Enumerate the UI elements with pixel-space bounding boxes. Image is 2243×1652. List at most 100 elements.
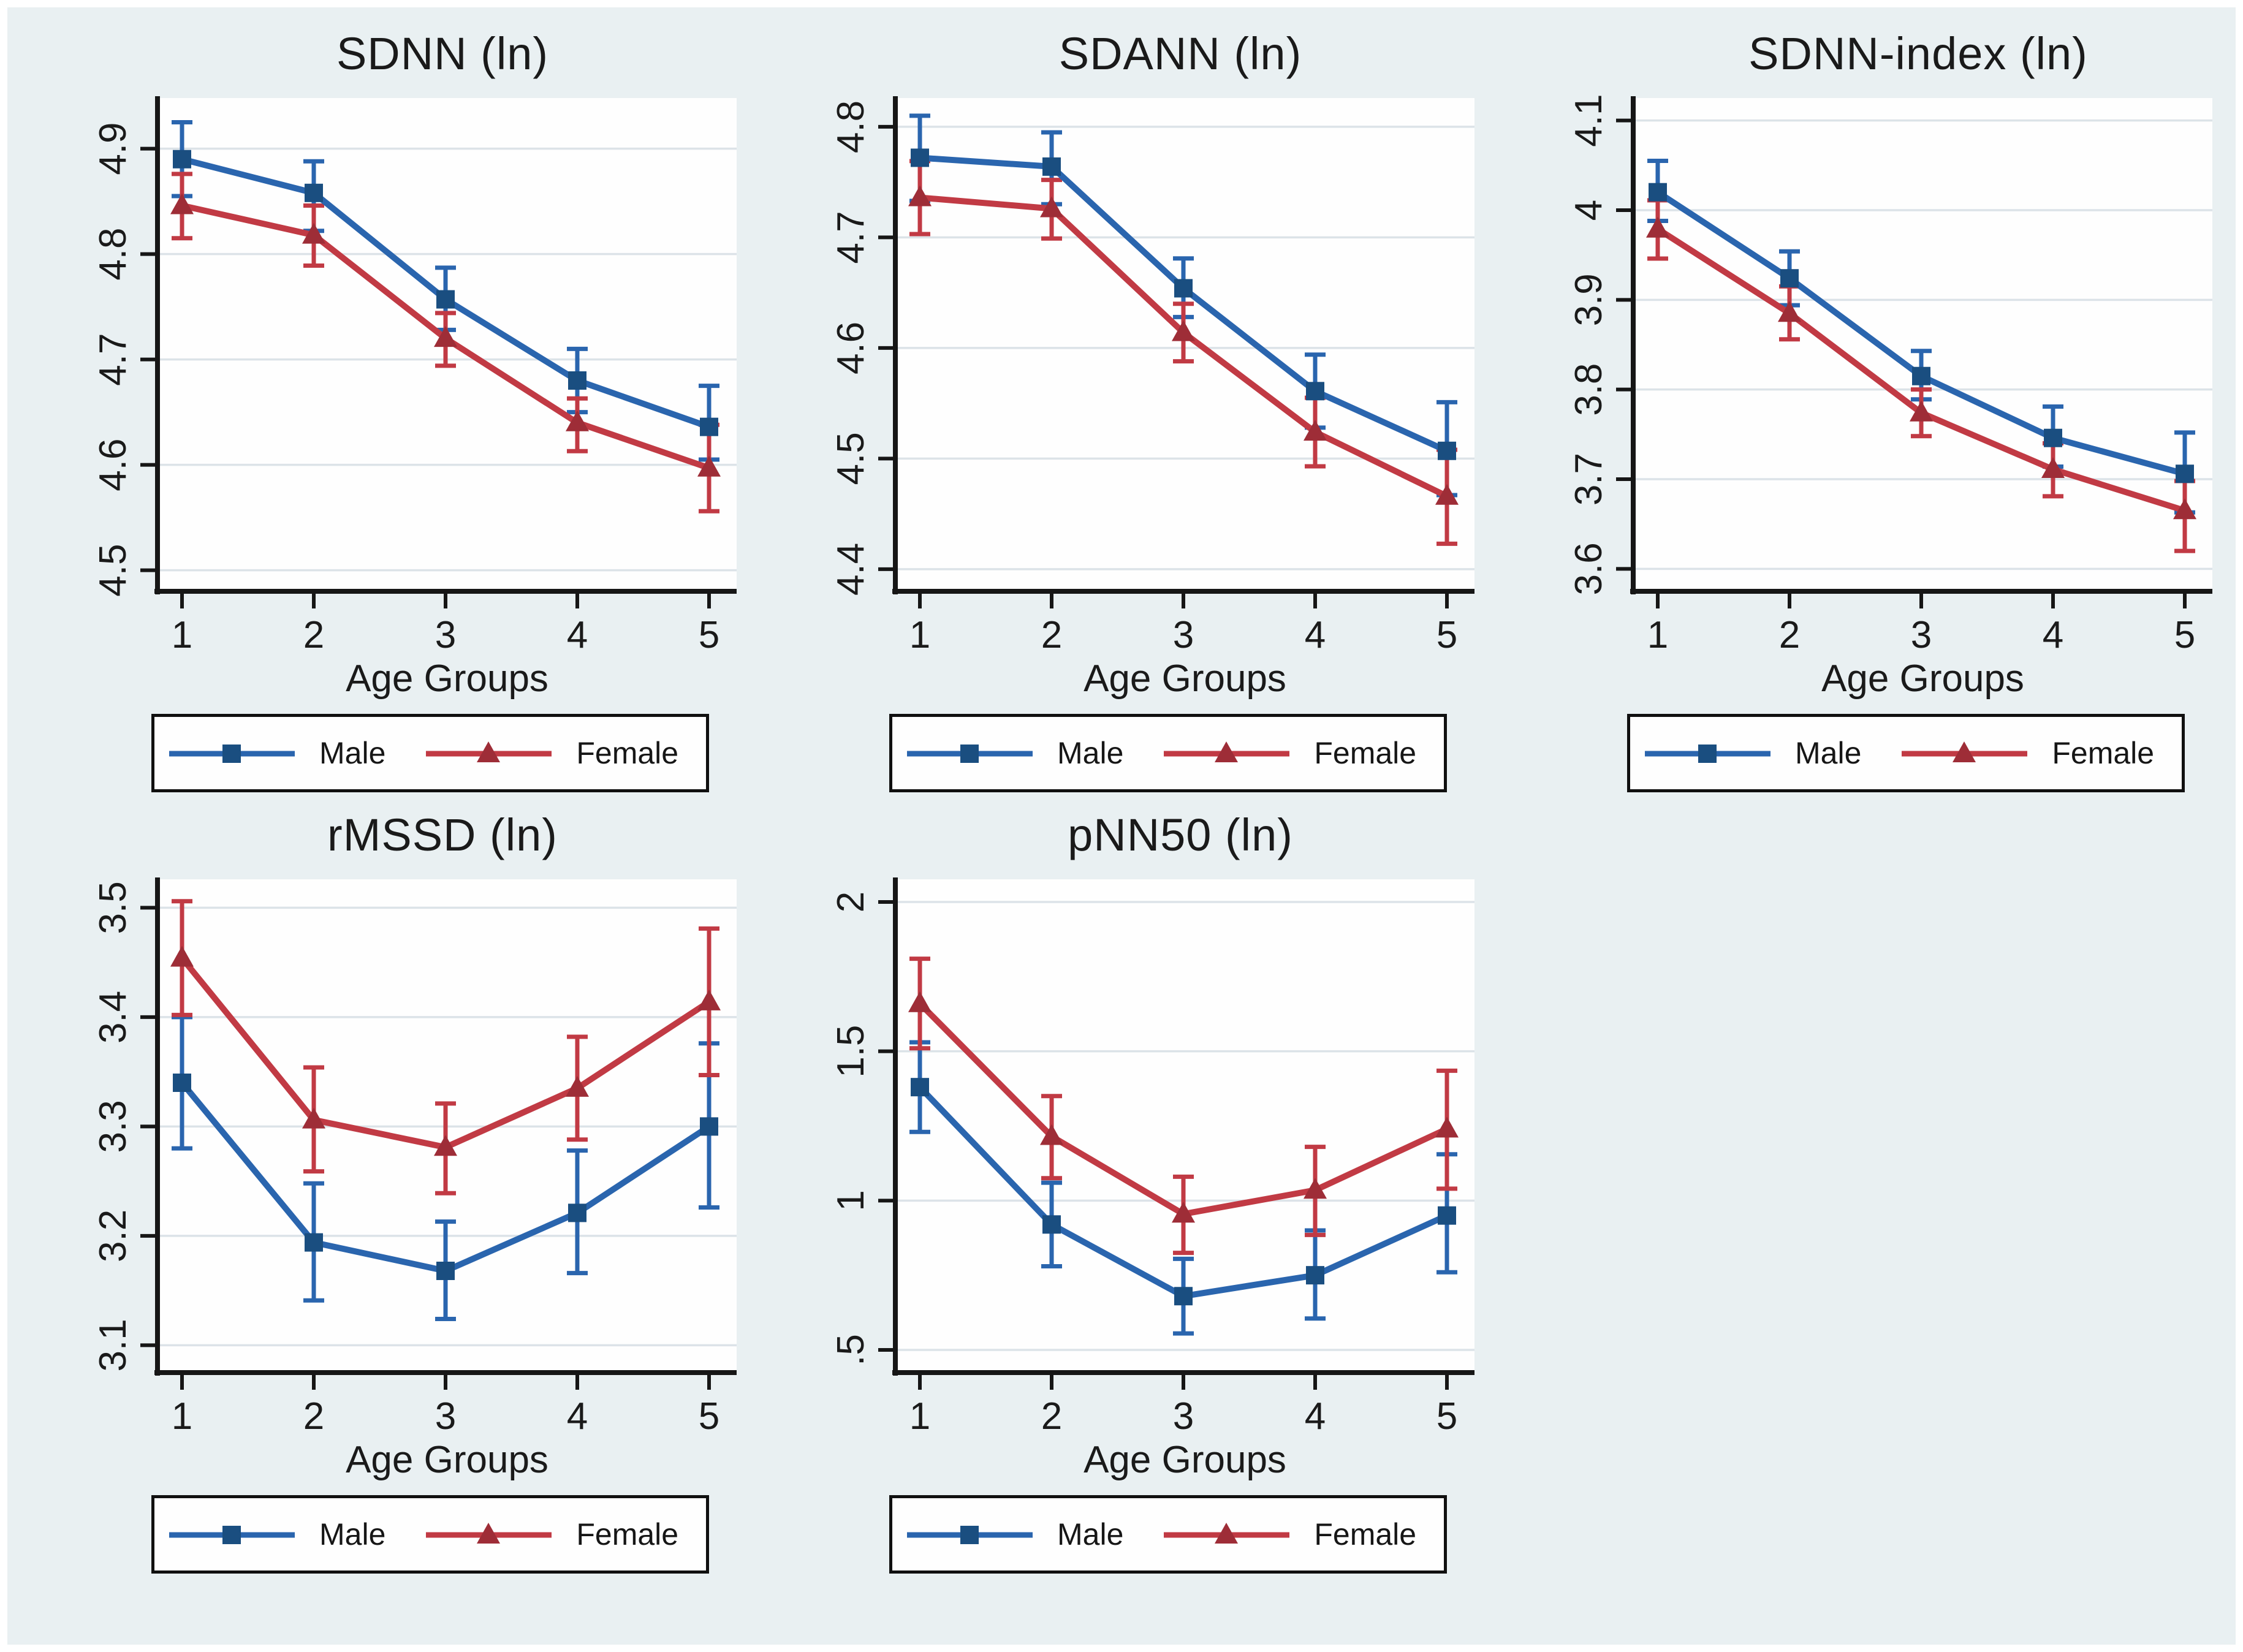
chart-title-rmssd: rMSSD (ln) [327, 809, 558, 860]
legend-label-male: Male [1057, 1517, 1124, 1552]
legend-label-female: Female [576, 736, 679, 770]
svg-text:1: 1 [830, 1190, 872, 1211]
svg-text:2: 2 [303, 614, 324, 656]
svg-text:2: 2 [1041, 614, 1062, 656]
svg-text:4.5: 4.5 [92, 544, 134, 596]
sdnn-index-plot-area: 3.6 3.7 3.8 3.9 4 4.1 1 2 3 4 5 Age Groups [1501, 76, 2218, 701]
female-markers [908, 991, 1459, 1223]
svg-text:3.6: 3.6 [1568, 542, 1610, 595]
svg-text:Age Groups: Age Groups [1084, 657, 1286, 700]
svg-text:4.5: 4.5 [830, 432, 872, 485]
svg-text:3.3: 3.3 [92, 1100, 134, 1153]
svg-text:3.2: 3.2 [92, 1210, 134, 1262]
legend-label-female: Female [576, 1517, 679, 1552]
svg-text:4: 4 [1305, 1395, 1326, 1438]
male-line-square-icon [907, 738, 1033, 768]
svg-text:3: 3 [1911, 614, 1932, 656]
male-line-square-icon [907, 1520, 1033, 1549]
svg-text:1: 1 [172, 614, 192, 656]
svg-text:3.8: 3.8 [1568, 363, 1610, 416]
legend-rmssd: Male Female [151, 1495, 709, 1574]
chart-title-sdnn-index: SDNN-index (ln) [1748, 28, 2088, 79]
svg-text:1: 1 [1647, 614, 1668, 656]
male-line-square-icon [1645, 738, 1770, 768]
female-line-triangle-icon [1902, 738, 2028, 768]
sdann-plot-area: 4.4 4.5 4.6 4.7 4.8 1 2 3 4 5 Age Groups [764, 76, 1481, 701]
legend-sdann: Male Female [889, 714, 1447, 792]
female-line-triangle-icon [426, 1520, 552, 1549]
svg-text:.5: .5 [830, 1334, 872, 1366]
legend-sdnn-index: Male Female [1627, 714, 2185, 792]
svg-text:3.7: 3.7 [1568, 453, 1610, 506]
legend-label-male: Male [1057, 736, 1124, 770]
male-line-square-icon [169, 738, 295, 768]
legend-label-male: Male [1795, 736, 1862, 770]
female-markers [170, 945, 721, 1156]
legend-label-female: Female [1314, 1517, 1417, 1552]
male-markers [911, 1078, 1456, 1306]
male-markers [173, 150, 718, 436]
svg-text:4.4: 4.4 [830, 543, 872, 596]
female-line-triangle-icon [1164, 1520, 1290, 1549]
svg-text:5: 5 [1437, 1395, 1457, 1438]
svg-text:Age Groups: Age Groups [346, 1439, 548, 1481]
svg-text:3: 3 [1173, 1395, 1194, 1438]
legend-pnn50: Male Female [889, 1495, 1447, 1574]
svg-text:2: 2 [1041, 1395, 1062, 1438]
svg-text:4.1: 4.1 [1568, 94, 1610, 146]
svg-text:1: 1 [172, 1395, 192, 1438]
svg-text:3.4: 3.4 [92, 991, 134, 1044]
svg-text:1: 1 [909, 614, 930, 656]
female-line-triangle-icon [1164, 738, 1290, 768]
svg-text:3.9: 3.9 [1568, 273, 1610, 326]
female-markers [170, 193, 721, 477]
chart-panel-sdnn: SDNN (ln) 4.5 4.6 4.7 4.8 4.9 1 2 3 4 5 Age Groups… [26, 29, 743, 792]
svg-text:1.5: 1.5 [830, 1025, 872, 1078]
svg-text:2: 2 [1779, 614, 1800, 656]
legend-label-female: Female [2052, 736, 2155, 770]
chart-panel-sdnn-index: SDNN-index (ln) 3.6 3.7 3.8 3.9 4 4.1 1 2 3 4 5 Age… [1501, 29, 2218, 792]
svg-text:4.6: 4.6 [830, 322, 872, 374]
chart-panel-pnn50: pNN50 (ln) .5 1 1.5 2 1 2 3 4 5 Age Groups Male F… [764, 811, 1481, 1574]
svg-text:3: 3 [1173, 614, 1194, 656]
empty-panel [1501, 811, 2218, 1574]
svg-text:5: 5 [1437, 614, 1457, 656]
svg-text:Age Groups: Age Groups [1084, 1439, 1286, 1481]
male-markers [173, 1073, 718, 1281]
svg-text:4: 4 [567, 1395, 588, 1438]
pnn50-plot-area: .5 1 1.5 2 1 2 3 4 5 Age Groups [764, 857, 1481, 1482]
chart-title-sdann: SDANN (ln) [1058, 28, 1302, 79]
svg-text:4.8: 4.8 [830, 100, 872, 153]
legend-label-male: Male [319, 1517, 386, 1552]
chart-title-sdnn: SDNN (ln) [336, 28, 549, 79]
chart-panel-rmssd: rMSSD (ln) 3.1 3.2 3.3 3.4 3.5 1 2 3 4 5 Age Group… [26, 811, 743, 1574]
legend-label-male: Male [319, 736, 386, 770]
male-markers [1649, 183, 2194, 483]
legend-sdnn: Male Female [151, 714, 709, 792]
svg-text:4.7: 4.7 [92, 333, 134, 385]
svg-text:4: 4 [1568, 200, 1610, 221]
svg-text:2: 2 [830, 892, 872, 912]
female-markers [1646, 216, 2196, 520]
sdnn-plot-area: 4.5 4.6 4.7 4.8 4.9 1 2 3 4 5 Age Groups [26, 76, 743, 701]
rmssd-plot-area: 3.1 3.2 3.3 3.4 3.5 1 2 3 4 5 Age Groups [26, 857, 743, 1482]
svg-text:4: 4 [1305, 614, 1326, 656]
svg-text:5: 5 [2174, 614, 2195, 656]
male-markers [911, 148, 1456, 460]
svg-text:Age Groups: Age Groups [346, 657, 548, 700]
female-line-triangle-icon [426, 738, 552, 768]
panel-grid: SDNN (ln) 4.5 4.6 4.7 4.8 4.9 1 2 3 4 5 Age Groups… [7, 7, 2236, 1574]
svg-text:5: 5 [699, 1395, 719, 1438]
chart-title-pnn50: pNN50 (ln) [1068, 809, 1293, 860]
figure-canvas: SDNN (ln) 4.5 4.6 4.7 4.8 4.9 1 2 3 4 5 Age Groups… [7, 7, 2236, 1645]
svg-text:3: 3 [435, 1395, 456, 1438]
svg-text:4: 4 [2043, 614, 2063, 656]
legend-label-female: Female [1314, 736, 1417, 770]
svg-text:1: 1 [909, 1395, 930, 1438]
svg-text:3.5: 3.5 [92, 881, 134, 934]
svg-text:4.9: 4.9 [92, 122, 134, 175]
svg-text:3.1: 3.1 [92, 1319, 134, 1371]
svg-text:4: 4 [567, 614, 588, 656]
svg-text:4.6: 4.6 [92, 438, 134, 491]
svg-text:4.7: 4.7 [830, 211, 872, 263]
